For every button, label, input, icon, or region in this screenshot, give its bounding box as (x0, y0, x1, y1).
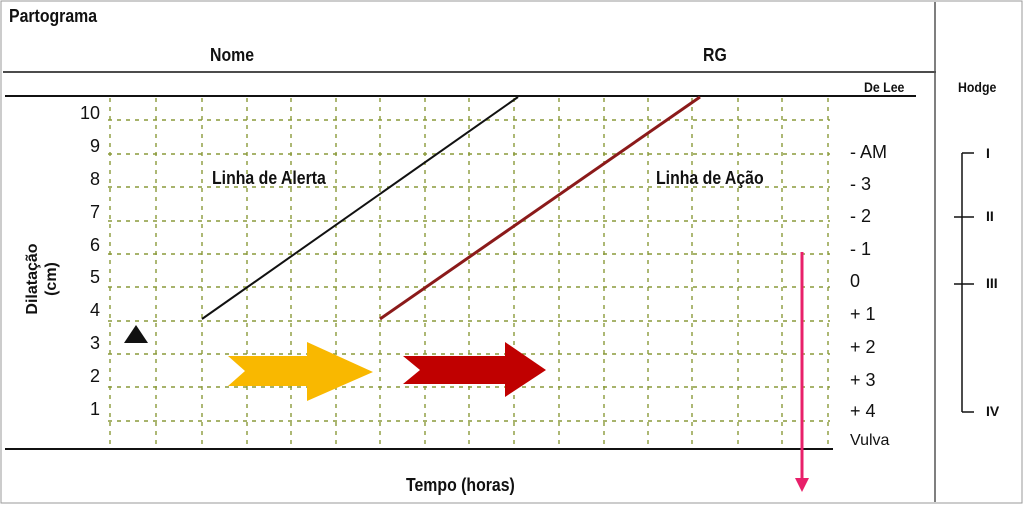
hodge-plane-label: I (986, 145, 990, 161)
y-axis-label-line1: Dilatação (24, 243, 41, 315)
de-lee-level: - AM (850, 142, 888, 162)
de-lee-level: - 1 (850, 239, 872, 259)
y-tick-label: 8 (89, 169, 100, 189)
de-lee-level: + 1 (850, 304, 876, 324)
de-lee-level: + 3 (850, 370, 876, 390)
y-axis-label-line2: (cm) (43, 262, 60, 296)
y-tick-label: 4 (89, 300, 100, 320)
de-lee-level: + 4 (850, 401, 876, 421)
partograma-title: Partograma (9, 6, 98, 26)
x-axis-label: Tempo (horas) (406, 475, 515, 495)
de-lee-title: De Lee (864, 79, 905, 95)
alert-line (201, 96, 519, 320)
y-tick-label: 5 (89, 267, 100, 287)
de-lee-level: + 2 (850, 337, 876, 357)
y-tick-label: 7 (89, 202, 100, 222)
y-tick-label: 6 (89, 235, 100, 255)
action-line (379, 95, 701, 321)
dotted-grid (108, 98, 830, 447)
de-lee-level: - 3 (850, 174, 872, 194)
rg-label: RG (703, 45, 727, 65)
yellow-arrow (228, 342, 373, 401)
de-lee-level: Vulva (850, 432, 890, 449)
y-tick-label: 1 (89, 399, 100, 419)
hodge-title: Hodge (958, 79, 997, 95)
de-lee-level: 0 (850, 271, 861, 291)
y-tick-label: 3 (89, 333, 100, 353)
y-tick-label: 10 (79, 103, 100, 123)
pink-arrow-head (795, 478, 809, 492)
name-label: Nome (210, 45, 255, 65)
hodge-plane-label: IV (986, 403, 1000, 419)
de-lee-level: - 2 (850, 206, 872, 226)
red-arrow (403, 342, 546, 397)
triangle-marker (124, 325, 148, 343)
hodge-plane-label: II (986, 208, 994, 224)
y-tick-label: 2 (89, 366, 100, 386)
y-tick-label: 9 (89, 136, 100, 156)
alert-line-label: Linha de Alerta (212, 168, 326, 188)
hodge-plane-label: III (986, 275, 998, 291)
action-line-label: Linha de Ação (656, 168, 764, 188)
hodge-scale (954, 152, 974, 413)
